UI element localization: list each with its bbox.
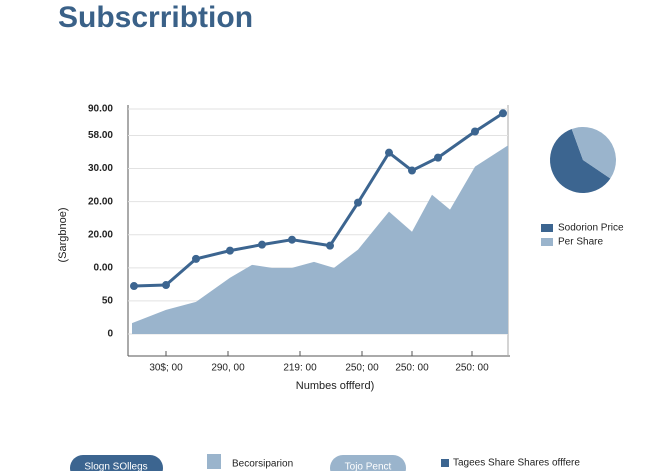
area [132,145,508,334]
chart-title: Subscrribtion [58,1,253,34]
x-tick-label: 219: 00 [283,363,317,374]
legend-label: Per Share [558,237,603,248]
point [192,254,200,263]
y-tick-label: 20.00 [88,229,113,240]
point [258,240,266,249]
point [162,281,170,290]
primary-button-label[interactable]: Slogn SOllegs [84,462,147,471]
option-label: Becorsiparion [232,459,293,470]
y-tick-label: 0.00 [94,262,114,273]
secondary-button-label[interactable]: Tojo Penct [345,462,392,471]
tag-swatch [441,459,449,467]
secondary-button[interactable] [330,455,406,471]
x-tick-label: 290, 00 [211,363,245,374]
y-tick-label: 58.00 [88,130,113,141]
x-tick-label: 30$; 00 [149,363,183,374]
x-tick-label: 250; 00 [345,363,379,374]
point [385,148,393,157]
x-tick-label: 250: 00 [395,363,429,374]
point [434,153,442,162]
y-tick-label: 90.00 [88,104,113,115]
point [130,282,138,291]
x-tick-label: 250: 00 [455,363,489,374]
option-swatch [207,454,221,469]
point [499,109,507,118]
point [288,235,296,244]
legend-swatch [541,238,553,246]
x-axis-label: Numbes offferd) [296,380,374,392]
y-tick-label: 30.00 [88,163,113,174]
point [326,241,334,250]
y-tick-label: 20.00 [88,196,113,207]
pie-slice [550,128,611,193]
legend-swatch [541,224,553,232]
point [471,127,479,136]
point [226,246,234,255]
point [354,198,362,207]
legend-label: Sodorion Price [558,223,624,234]
tag-label: Tagees Share Shares offfere [453,458,580,469]
y-axis-label: (Sargbnoe) [57,207,69,262]
point [408,166,416,175]
primary-button[interactable] [70,455,163,471]
y-tick-label: 50 [102,296,114,307]
pie-slice [571,126,616,179]
y-tick-label: 0 [107,329,113,340]
